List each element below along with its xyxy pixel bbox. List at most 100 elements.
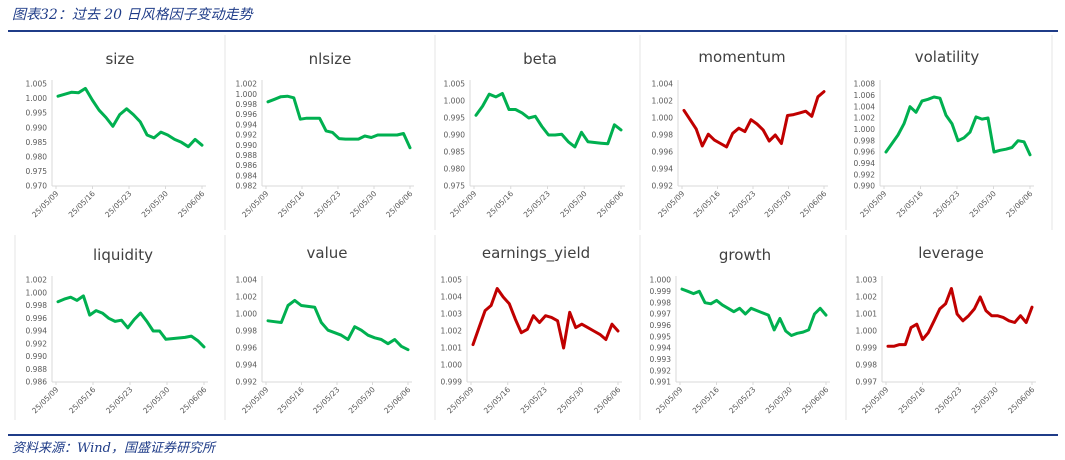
y-tick-label: 0.994: [854, 159, 876, 168]
y-tick-label: 0.992: [236, 378, 258, 387]
y-tick-label: 0.998: [854, 136, 876, 145]
y-tick-label: 0.995: [650, 332, 672, 341]
x-tick-label: 25/05/16: [897, 385, 927, 415]
x-tick-label: 25/05/09: [240, 385, 270, 415]
factor-charts-grid: size0.9700.9750.9800.9850.9900.9951.0001…: [14, 35, 1053, 420]
x-tick-label: 25/05/30: [970, 385, 1000, 415]
y-tick-label: 0.995: [444, 114, 466, 123]
y-tick-label: 1.000: [854, 125, 876, 134]
y-tick-label: 1.000: [650, 276, 672, 285]
y-tick-label: 0.992: [26, 339, 48, 348]
x-tick-label: 25/06/06: [1004, 189, 1034, 219]
x-tick-label: 25/05/16: [485, 189, 515, 219]
series-line: [886, 287, 1034, 348]
x-tick-label: 25/05/23: [522, 189, 552, 219]
x-tick-label: 25/06/06: [384, 189, 414, 219]
y-tick-label: 0.999: [856, 344, 878, 353]
x-tick-label: 25/05/23: [104, 385, 134, 415]
x-tick-label: 25/05/16: [276, 385, 306, 415]
chart-title: beta: [523, 50, 557, 68]
x-tick-label: 25/06/06: [178, 385, 208, 415]
y-tick-label: 0.990: [26, 352, 48, 361]
series-line: [471, 287, 620, 350]
y-tick-label: 0.970: [26, 182, 48, 191]
figure-title: 图表32：过去 20 日风格因子变动走势: [12, 7, 253, 23]
x-tick-label: 25/06/06: [798, 189, 828, 219]
x-tick-label: 25/05/23: [311, 385, 341, 415]
x-tick-label: 25/05/30: [558, 189, 588, 219]
x-tick-label: 25/05/23: [933, 385, 963, 415]
y-tick-label: 0.999: [650, 287, 672, 296]
x-tick-label: 25/06/06: [592, 385, 622, 415]
x-tick-label: 25/05/30: [763, 189, 793, 219]
y-tick-label: 0.997: [650, 310, 672, 319]
y-tick-label: 0.997: [856, 378, 878, 387]
x-tick-label: 25/05/09: [858, 189, 888, 219]
y-tick-label: 1.002: [236, 293, 258, 302]
y-tick-label: 0.975: [444, 182, 466, 191]
chart-title: volatility: [915, 48, 980, 66]
chart-title: size: [105, 50, 134, 68]
x-tick-label: 25/05/30: [764, 385, 794, 415]
y-tick-label: 1.003: [856, 276, 878, 285]
y-tick-label: 0.992: [652, 182, 674, 191]
chart-panel-volatility: volatility 0.990 0.992 0.994 0.996 0.998 1.000…: [854, 48, 1035, 219]
chart-title: earnings_yield: [482, 244, 590, 263]
chart-panel-leverage: leverage 0.997 0.998 0.999 1.000 1.001 1.002 1.…: [856, 244, 1037, 415]
series-line: [680, 287, 828, 337]
y-tick-label: 1.004: [652, 80, 674, 89]
y-tick-label: 1.002: [856, 293, 878, 302]
y-tick-label: 0.996: [650, 321, 672, 330]
y-tick-label: 1.000: [652, 114, 674, 123]
x-tick-label: 25/05/09: [654, 385, 684, 415]
x-tick-label: 25/05/30: [141, 385, 171, 415]
y-tick-label: 0.994: [26, 327, 48, 336]
y-tick-label: 0.988: [26, 365, 48, 374]
chart-panel-value: value 0.992 0.994 0.996 0.998 1.000 1.002 1.004…: [236, 244, 413, 415]
y-tick-label: 0.996: [236, 110, 258, 119]
y-tick-label: 0.982: [236, 182, 258, 191]
y-tick-label: 0.980: [444, 165, 466, 174]
y-tick-label: 0.992: [236, 131, 258, 140]
x-tick-label: 25/06/06: [1006, 385, 1036, 415]
y-tick-label: 1.002: [26, 276, 48, 285]
series-line: [266, 94, 412, 150]
figure-source: 资料来源：Wind，国盛证券研究所: [12, 441, 215, 456]
bottom-rule: [8, 434, 1058, 436]
y-tick-label: 1.004: [441, 293, 463, 302]
y-tick-label: 0.986: [26, 378, 48, 387]
y-tick-label: 1.000: [26, 288, 48, 297]
x-tick-label: 25/05/23: [727, 189, 757, 219]
y-tick-label: 1.002: [854, 114, 876, 123]
chart-panel-beta: beta 0.975 0.980 0.985 0.990 0.995 1.000 1.005 2…: [444, 50, 626, 219]
x-tick-label: 25/05/30: [140, 189, 170, 219]
y-tick-label: 0.988: [236, 151, 258, 160]
y-tick-label: 0.996: [854, 148, 876, 157]
x-tick-label: 25/05/23: [312, 189, 342, 219]
y-tick-label: 0.998: [650, 298, 672, 307]
chart-panel-liquidity: liquidity 0.986 0.988 0.990 0.992 0.994 0.996 0…: [26, 246, 209, 415]
x-tick-label: 25/05/23: [931, 189, 961, 219]
x-tick-label: 25/06/06: [800, 385, 830, 415]
series-line: [474, 92, 623, 149]
x-tick-label: 25/05/23: [727, 385, 757, 415]
y-tick-label: 1.001: [856, 310, 878, 319]
x-tick-label: 25/05/30: [347, 385, 377, 415]
x-tick-label: 25/05/16: [67, 385, 97, 415]
y-tick-label: 0.998: [652, 131, 674, 140]
chart-title: value: [307, 244, 348, 262]
y-tick-label: 0.998: [236, 327, 258, 336]
chart-title: growth: [719, 246, 771, 264]
x-tick-label: 25/05/23: [519, 385, 549, 415]
y-tick-label: 1.005: [26, 80, 48, 89]
series-line: [266, 298, 410, 352]
series-line: [56, 294, 206, 349]
y-tick-label: 0.993: [650, 355, 672, 364]
y-tick-label: 0.990: [236, 141, 258, 150]
chart-title: momentum: [698, 48, 785, 66]
x-tick-label: 25/06/06: [595, 189, 625, 219]
top-rule: [8, 30, 1058, 32]
y-tick-label: 0.998: [856, 361, 878, 370]
series-line: [682, 90, 826, 149]
chart-panel-growth: growth 0.991 0.992 0.993 0.994 0.995 0.996 0.99…: [650, 246, 831, 415]
